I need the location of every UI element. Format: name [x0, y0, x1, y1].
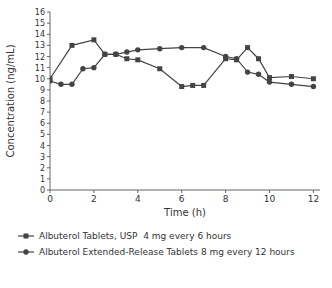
point	[245, 69, 250, 74]
y-tick	[47, 167, 50, 168]
y-tick-label: 2	[40, 164, 45, 173]
series-line	[50, 48, 313, 87]
y-tick	[47, 145, 50, 146]
y-tick	[47, 67, 50, 68]
x-tick-label: 8	[223, 194, 229, 204]
y-tick-label: 1	[40, 175, 45, 184]
point	[245, 45, 250, 50]
y-axis-label: Concentration (ng/mL)	[5, 44, 16, 157]
point	[267, 79, 272, 84]
y-tick-label: 3	[40, 153, 45, 162]
y-tick-label: 6	[40, 119, 45, 128]
point	[135, 57, 140, 62]
point	[69, 82, 74, 87]
y-tick-label: 4	[40, 142, 45, 151]
point	[157, 66, 162, 71]
x-tick	[269, 190, 270, 193]
y-tick-label: 11	[35, 64, 45, 73]
y-tick	[47, 23, 50, 24]
y-tick	[47, 45, 50, 46]
y-tick-label: 16	[35, 8, 45, 17]
point	[201, 83, 206, 88]
point	[201, 45, 206, 50]
point	[69, 43, 74, 48]
point	[102, 52, 107, 57]
x-axis	[50, 190, 320, 191]
y-tick	[47, 34, 50, 35]
point	[80, 66, 85, 71]
x-tick-label: 12	[308, 194, 319, 204]
x-axis-label: Time (h)	[163, 207, 206, 218]
y-tick-label: 12	[35, 53, 45, 62]
y-tick	[47, 112, 50, 113]
point	[190, 83, 195, 88]
x-tick	[181, 190, 182, 193]
y-tick-label: 15	[35, 19, 45, 28]
legend-swatch	[23, 249, 28, 254]
point	[311, 84, 316, 89]
y-tick	[47, 190, 50, 191]
y-tick-label: 7	[40, 108, 45, 117]
legend-label: Albuterol Extended-Release Tablets 8 mg …	[39, 247, 295, 257]
point	[311, 76, 316, 81]
y-tick	[47, 178, 50, 179]
x-tick	[93, 190, 94, 193]
legend-label: Albuterol Tablets, USP 4 mg every 6 hour…	[39, 231, 232, 241]
x-tick	[225, 190, 226, 193]
point	[91, 37, 96, 42]
y-tick-label: 9	[40, 86, 45, 95]
y-tick	[47, 101, 50, 102]
y-tick	[47, 89, 50, 90]
plot-area	[50, 37, 316, 89]
point	[179, 45, 184, 50]
point	[234, 56, 239, 61]
x-tick	[137, 190, 138, 193]
point	[124, 49, 129, 54]
x-tick-label: 10	[264, 194, 276, 204]
point	[124, 56, 129, 61]
point	[256, 72, 261, 77]
x-tick	[313, 190, 314, 193]
point	[91, 65, 96, 70]
point	[289, 74, 294, 79]
legend: Albuterol Tablets, USP 4 mg every 6 hour…	[18, 231, 295, 257]
point	[113, 52, 118, 57]
x-tick-label: 2	[91, 194, 97, 204]
y-tick-label: 8	[40, 97, 45, 106]
point	[58, 82, 63, 87]
y-tick	[47, 78, 50, 79]
point	[256, 56, 261, 61]
y-tick-label: 10	[35, 75, 45, 84]
series-line	[50, 40, 313, 87]
y-tick	[47, 123, 50, 124]
point	[289, 82, 294, 87]
point	[102, 52, 107, 57]
y-tick-label: 5	[40, 130, 45, 139]
point	[135, 47, 140, 52]
y-tick-label: 0	[40, 186, 45, 195]
point	[179, 84, 184, 89]
y-tick	[47, 134, 50, 135]
point	[113, 52, 118, 57]
legend-swatch	[24, 234, 29, 239]
point	[157, 46, 162, 51]
x-tick-label: 0	[47, 194, 53, 204]
y-tick-label: 14	[35, 30, 45, 39]
y-tick-label: 13	[35, 41, 45, 50]
chart: 024681012012345678910111213141516Time (h…	[0, 0, 332, 288]
y-tick	[47, 56, 50, 57]
point	[223, 54, 228, 59]
x-tick-label: 4	[135, 194, 141, 204]
point	[267, 75, 272, 80]
y-tick	[47, 156, 50, 157]
point	[50, 78, 53, 83]
x-tick-label: 6	[179, 194, 185, 204]
y-tick	[47, 12, 50, 13]
